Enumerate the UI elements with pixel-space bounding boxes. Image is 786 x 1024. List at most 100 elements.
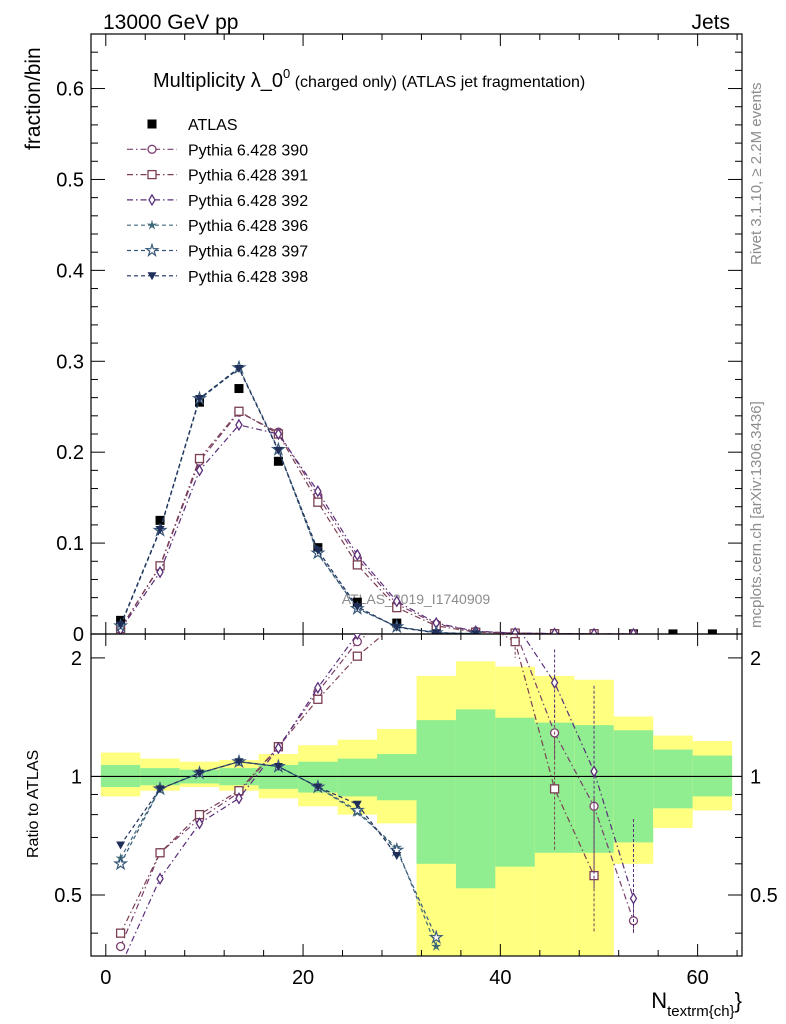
ratio-ytick-label: 2: [71, 648, 82, 670]
band-green: [337, 758, 378, 797]
ratio-ytick-label: 0.5: [54, 885, 82, 907]
ratio-series-1-point: [115, 928, 126, 938]
main-series-3-point: [353, 548, 362, 562]
ratio-series-2-point: [590, 765, 598, 778]
ratio-series-5-point: [155, 785, 165, 794]
main-series-3-point: [629, 627, 638, 634]
main-ytick-label: 0.6: [56, 79, 84, 101]
legend-marker: [147, 144, 157, 154]
ratio-series-2-point: [195, 817, 204, 830]
main-series-0-point: [273, 456, 283, 466]
legend-label: Pythia 6.428 390: [188, 142, 308, 159]
ratio-series-1-point: [155, 848, 165, 858]
main-series-0-point: [668, 629, 678, 634]
main-series-2-point: [313, 497, 323, 507]
main-series-3-point: [195, 464, 204, 477]
ratio-series-2-point: [512, 618, 518, 628]
ratio-series-5-point: [116, 841, 126, 850]
ratio-series-5-line: [120, 761, 398, 856]
main-plot-axes: 0 0.1 0.2 0.3 0.4 0.5 0.6: [56, 33, 743, 646]
band-green: [495, 717, 535, 867]
ratio-series-2-point: [235, 792, 243, 805]
main-series-0-point: [707, 629, 717, 634]
ratio-series-1-point: [313, 694, 323, 704]
legend: ATLAS Pythia 6.428 390 Pythia 6.428 391 Pyt…: [127, 117, 308, 286]
side-text-mcplots: mcplots.cern.ch [arXiv:1306.3436]: [748, 401, 765, 628]
main-series-6-point: [234, 365, 244, 374]
ratio-ytick-label-right: 2: [750, 648, 761, 670]
main-series-6-point: [313, 546, 323, 555]
ratio-series-5-point: [195, 769, 204, 778]
legend-marker: [148, 193, 156, 207]
main-ylabel: fraction/bin: [22, 47, 45, 150]
main-series-3-point: [274, 427, 283, 441]
ratio-xtick-label: 20: [292, 967, 314, 989]
ratio-series-0-point: [115, 941, 126, 952]
ratio-series-1-point: [510, 636, 520, 647]
legend-marker: [147, 272, 157, 281]
band-green: [455, 709, 496, 889]
band-green: [613, 730, 654, 843]
main-series-6-point: [352, 603, 362, 612]
main-series-2-point: [194, 453, 205, 464]
ratio-xtick-label: 60: [686, 967, 708, 989]
legend-label: ATLAS: [188, 117, 238, 134]
main-series-3-point: [314, 485, 322, 498]
main-series-6-point: [273, 446, 283, 455]
main-ytick-label: 0.2: [56, 442, 84, 464]
ratio-series-2-point: [314, 681, 322, 694]
legend-label: Pythia 6.428 396: [188, 218, 308, 235]
ratio-series-1-point: [549, 784, 560, 794]
ratio-series-2-point: [629, 892, 638, 905]
header-right: Jets: [691, 11, 730, 34]
main-series-3-point: [590, 627, 598, 634]
ratio-series-3-point: [431, 941, 442, 951]
legend-label: Pythia 6.428 397: [188, 244, 308, 261]
ratio-ytick-label-right: 1: [750, 766, 761, 788]
band-green: [377, 754, 417, 801]
main-series-6-line: [120, 367, 476, 634]
main-series-2-point: [234, 406, 244, 416]
ratio-plot-axes: 0.5 0.51 12 20 20 40 60: [54, 633, 778, 989]
ratio-series-2-point: [550, 676, 559, 689]
ratio-xtick-label: 40: [489, 967, 511, 989]
ratio-series-2-point: [118, 961, 124, 971]
main-series-6-point: [195, 395, 204, 404]
main-series-3-point: [156, 565, 164, 579]
ratio-series-5-point: [273, 762, 283, 771]
main-ytick-label: 0: [73, 624, 84, 646]
main-series-3-point: [550, 627, 559, 634]
ratio-series-1-point: [352, 651, 362, 661]
ratio-series-2-point: [353, 634, 362, 641]
ratio-series-0-point: [472, 609, 480, 617]
header-left: 13000 GeV pp: [103, 11, 238, 34]
legend-label: Pythia 6.428 398: [188, 269, 308, 286]
main-series-0-point: [155, 515, 165, 525]
main-ytick-label: 0.1: [56, 533, 84, 555]
ratio-series-4-point: [428, 929, 444, 944]
main-series-6-point: [155, 525, 165, 534]
main-series-6-point: [471, 630, 481, 634]
main-series-6-point: [431, 629, 441, 634]
main-series-6-point: [116, 621, 126, 630]
x-axis-label: Ntextrm{ch}}: [651, 988, 742, 1020]
ratio-plot-series: [113, 609, 639, 971]
ratio-series-2-point: [274, 741, 283, 755]
legend-marker: [147, 169, 157, 180]
watermark: ATLAS_2019_I1740909: [342, 591, 491, 607]
main-ytick-label: 0.5: [56, 169, 84, 191]
ratio-series-2-point: [156, 872, 164, 885]
legend-marker: [147, 119, 157, 129]
legend-label: Pythia 6.428 392: [188, 193, 308, 210]
main-series-0-point: [234, 384, 244, 394]
side-text-rivet: Rivet 3.1.10, ≥ 2.2M events: [748, 83, 765, 266]
ratio-xtick-label: 0: [100, 967, 111, 989]
legend-marker: [146, 219, 158, 230]
band-green: [653, 749, 693, 809]
ratio-series-5-point: [352, 800, 362, 809]
ratio-ylabel: Ratio to ATLAS: [25, 750, 42, 858]
main-series-3-point: [511, 626, 519, 634]
chart-title: Multiplicity λ_00 (charged only) (ATLAS …: [153, 66, 585, 92]
ratio-series-5-point: [392, 851, 402, 860]
main-series-6-point: [392, 623, 402, 632]
